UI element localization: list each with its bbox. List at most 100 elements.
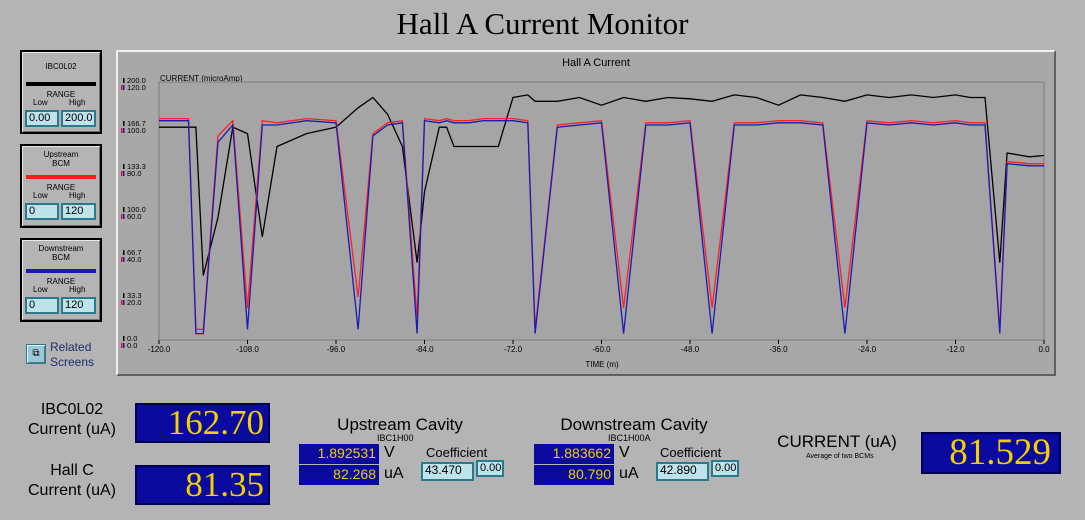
- upstream-offset-input[interactable]: 0.00: [476, 460, 504, 477]
- downstream-offset-input[interactable]: 0.00: [711, 460, 739, 477]
- y-tick-marker-black: [123, 207, 125, 212]
- legend-name: Downstream: [38, 244, 84, 253]
- y-tick-marker-red: [121, 214, 123, 219]
- range-label: RANGE: [46, 183, 76, 192]
- downstream-cavity-title: Downstream Cavity: [560, 415, 708, 434]
- x-tick-label: -60.0: [592, 345, 611, 354]
- y-tick-label-black: 200.0: [127, 76, 146, 85]
- y-tick-label-red: 0.0: [127, 341, 137, 350]
- upstream-current-unit: uA: [384, 465, 404, 482]
- y-tick-label-black: 0.0: [127, 334, 137, 343]
- ibc-current-readout: 162.70: [135, 403, 270, 443]
- legend-upstream-bcm: Upstream BCM RANGE Low High 0 120: [20, 144, 102, 228]
- related-screens-button[interactable]: ⧉ Related Screens: [24, 340, 104, 372]
- y-tick-marker-black: [123, 121, 125, 126]
- y-tick-marker-blue: [123, 171, 125, 176]
- y-tick-marker-black: [123, 164, 125, 169]
- range-high-input[interactable]: 200.0: [61, 110, 96, 127]
- y-tick-marker-black: [123, 336, 125, 341]
- upstream-voltage-unit: V: [384, 444, 395, 461]
- y-tick-marker-red: [121, 128, 123, 133]
- range-high-input[interactable]: 120: [61, 203, 96, 220]
- range-high-input[interactable]: 120: [61, 297, 96, 314]
- x-tick-label: -120.0: [148, 345, 171, 354]
- upstream-cavity-sub: IBC1H00: [377, 433, 414, 443]
- legend-name: IBC0L02: [45, 62, 77, 71]
- x-tick-label: 0.0: [1038, 345, 1050, 354]
- range-low-input[interactable]: 0.00: [25, 110, 59, 127]
- hallc-current-readout: 81.35: [135, 465, 270, 505]
- average-current-label: CURRENT (uA): [777, 432, 897, 451]
- y-tick-label-red: 40.0: [127, 255, 142, 264]
- chart-svg: Hall A Current CURRENT (microAmp) TIME (…: [121, 57, 1050, 369]
- x-tick-label: -72.0: [504, 345, 523, 354]
- downstream-voltage-unit: V: [619, 444, 630, 461]
- low-label: Low: [33, 285, 48, 294]
- x-tick-label: -96.0: [327, 345, 346, 354]
- average-current-readout: 81.529: [921, 432, 1061, 474]
- legend-swatch-black: [26, 82, 96, 86]
- x-tick-label: -84.0: [415, 345, 434, 354]
- y-tick-marker-red: [121, 171, 123, 176]
- legend-name-2: BCM: [52, 253, 70, 262]
- y-tick-marker-blue: [123, 128, 125, 133]
- y-tick-marker-black: [123, 78, 125, 83]
- range-label: RANGE: [46, 90, 76, 99]
- average-current-sub: Average of two BCMs: [806, 453, 874, 460]
- ibc-current-label: IBC0L02 Current (uA): [27, 401, 117, 438]
- range-label: RANGE: [46, 277, 76, 286]
- downstream-coefficient-input[interactable]: 42.890: [656, 462, 709, 481]
- low-label: Low: [33, 98, 48, 107]
- x-tick-label: -108.0: [236, 345, 259, 354]
- high-label: High: [69, 191, 86, 200]
- related-screens-icon[interactable]: ⧉: [26, 344, 46, 364]
- y-tick-marker-blue: [123, 300, 125, 305]
- y-tick-marker-red: [121, 257, 123, 262]
- downstream-cavity-sub: IBC1H00A: [608, 433, 651, 443]
- downstream-coefficient-label: Coefficient: [660, 445, 722, 460]
- range-low-input[interactable]: 0: [25, 203, 59, 220]
- upstream-coefficient-input[interactable]: 43.470: [421, 462, 474, 481]
- legend-name-2: BCM: [52, 159, 70, 168]
- y-tick-marker-red: [121, 343, 123, 348]
- y-tick-marker-blue: [123, 214, 125, 219]
- legend-downstream-bcm: Downstream BCM RANGE Low High 0 120: [20, 238, 102, 322]
- chart-y-label: CURRENT (microAmp): [160, 74, 243, 83]
- legend-ibc0l02: IBC0L02 RANGE Low High 0.00 200.0: [20, 50, 102, 134]
- y-tick-marker-black: [123, 293, 125, 298]
- y-tick-label-black: 33.3: [127, 291, 142, 300]
- x-tick-label: -36.0: [769, 345, 788, 354]
- y-tick-marker-red: [121, 85, 123, 90]
- x-tick-label: -24.0: [858, 345, 877, 354]
- page-title: Hall A Current Monitor: [396, 6, 689, 41]
- upstream-voltage-readout: 1.892531: [299, 444, 379, 464]
- y-tick-marker-blue: [123, 85, 125, 90]
- chart-x-label: TIME (m): [585, 360, 619, 369]
- x-tick-label: -48.0: [681, 345, 700, 354]
- related-screens-label: Related Screens: [50, 340, 95, 369]
- y-tick-label-red: 100.0: [127, 126, 146, 135]
- low-label: Low: [33, 191, 48, 200]
- y-tick-label-red: 60.0: [127, 212, 142, 221]
- downstream-current-readout: 80.790: [534, 465, 614, 485]
- y-tick-label-black: 100.0: [127, 205, 146, 214]
- y-tick-marker-black: [123, 250, 125, 255]
- upstream-coefficient-label: Coefficient: [426, 445, 488, 460]
- high-label: High: [69, 98, 86, 107]
- series-line-2: [159, 119, 1044, 335]
- high-label: High: [69, 285, 86, 294]
- upstream-current-readout: 82.268: [299, 465, 379, 485]
- legend-swatch-red: [26, 175, 96, 179]
- y-tick-label-black: 166.7: [127, 119, 146, 128]
- x-tick-label: -12.0: [946, 345, 965, 354]
- hall-a-current-chart: Hall A Current CURRENT (microAmp) TIME (…: [116, 50, 1056, 376]
- downstream-voltage-readout: 1.883662: [534, 444, 614, 464]
- upstream-cavity-title: Upstream Cavity: [337, 415, 463, 434]
- y-tick-label-black: 133.3: [127, 162, 146, 171]
- downstream-current-unit: uA: [619, 465, 639, 482]
- y-tick-label-black: 66.7: [127, 248, 142, 257]
- range-low-input[interactable]: 0: [25, 297, 59, 314]
- y-tick-marker-blue: [123, 257, 125, 262]
- chart-title: Hall A Current: [562, 57, 630, 69]
- hallc-current-label: Hall C Current (uA): [27, 462, 117, 499]
